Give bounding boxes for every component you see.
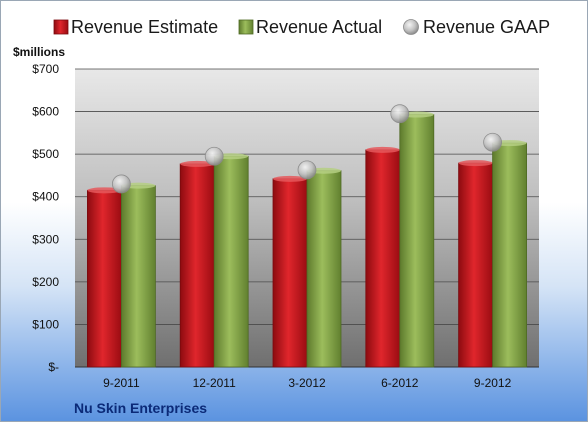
company-name: Nu Skin Enterprises — [74, 400, 207, 416]
revenue-estimate-bar-top — [180, 160, 215, 167]
x-tick-label: 3-2012 — [288, 376, 326, 390]
revenue-estimate-bar-top — [273, 175, 307, 182]
y-tick-label: $400 — [32, 190, 59, 204]
y-tick-label: $300 — [32, 232, 59, 246]
y-tick-label: $200 — [32, 275, 59, 289]
y-tick-label: $- — [48, 360, 59, 374]
x-axis-ticks: 9-2011 12-2011 3-2012 6-2012 9-2012 — [103, 376, 511, 390]
revenue-actual-bar — [399, 114, 435, 368]
legend-label-revenue-estimate: Revenue Estimate — [71, 17, 218, 37]
revenue-estimate-bar-top — [458, 160, 493, 167]
revenue-gaap-marker — [390, 104, 410, 124]
legend: Revenue Estimate Revenue Actual Revenue … — [53, 17, 550, 37]
y-tick-label: $700 — [32, 62, 59, 76]
revenue-estimate-bar-top — [365, 146, 400, 153]
x-tick-label: 9-2011 — [103, 376, 140, 390]
x-tick-label: 12-2011 — [193, 376, 236, 390]
legend-label-revenue-actual: Revenue Actual — [256, 17, 382, 37]
y-axis-ticks: $- $100 $200 $300 $400 $500 $600 $700 — [32, 62, 59, 374]
x-tick-label: 6-2012 — [381, 376, 419, 390]
revenue-gaap-marker — [204, 146, 224, 166]
x-tick-label: 9-2012 — [474, 376, 512, 390]
revenue-estimate-bar — [87, 189, 122, 368]
legend-swatch-revenue-actual — [238, 19, 254, 35]
y-axis-unit-label: $millions — [13, 45, 65, 59]
revenue-estimate-bar — [365, 149, 401, 368]
y-tick-label: $500 — [32, 147, 59, 161]
bars — [87, 111, 528, 368]
y-tick-label: $100 — [32, 317, 59, 331]
revenue-estimate-bar-top — [87, 187, 122, 194]
revenue-estimate-bar — [272, 178, 308, 368]
gaap-markers — [112, 104, 503, 194]
revenue-actual-bar — [492, 142, 528, 368]
revenue-gaap-marker — [112, 174, 131, 194]
revenue-gaap-marker — [483, 132, 503, 152]
revenue-estimate-bar — [458, 162, 494, 368]
revenue-actual-bar — [121, 185, 156, 368]
revenue-gaap-marker — [297, 160, 317, 180]
legend-swatch-revenue-estimate — [53, 19, 69, 35]
revenue-actual-bar — [306, 170, 342, 368]
legend-swatch-revenue-gaap — [403, 19, 419, 35]
y-tick-label: $600 — [32, 105, 59, 119]
revenue-estimate-bar — [179, 163, 215, 368]
legend-label-revenue-gaap: Revenue GAAP — [423, 17, 550, 37]
revenue-actual-bar — [213, 155, 249, 368]
